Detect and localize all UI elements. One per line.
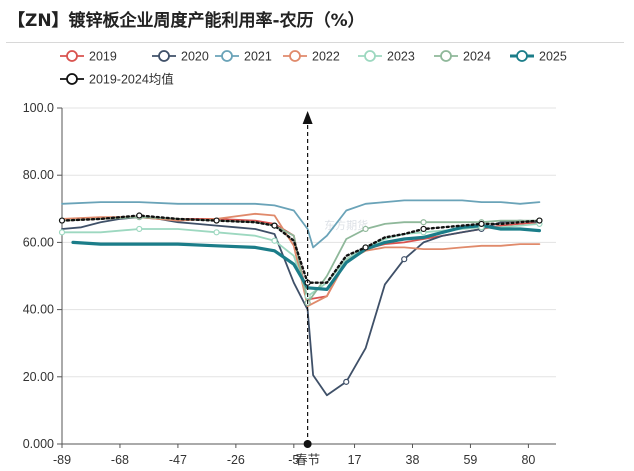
legend-label: 2019 [89,50,117,64]
y-tick-label: 40.00 [23,303,54,317]
data-point [401,256,408,263]
data-point [420,219,427,226]
x-tick-label: 17 [348,453,362,467]
x-tick-label: -26 [227,453,245,467]
data-point [213,217,220,224]
data-point [420,225,427,233]
festival-marker-dot [303,440,312,448]
grid-lines [62,107,556,378]
x-tick-label: 38 [406,453,420,467]
x-tick-label: -5 [288,453,299,467]
x-tick-label: 59 [463,453,477,467]
legend-swatch-marker [364,50,376,62]
x-tick-label: -47 [169,453,187,467]
y-tick-label: 0.000 [23,437,54,451]
x-tick-label: -68 [111,453,129,467]
data-point [536,217,543,224]
legend-swatch-marker [516,50,528,62]
legend-swatch-marker [66,50,78,62]
y-tick-label: 60.00 [23,235,54,249]
series-line-7 [60,214,541,284]
title-divider [6,42,624,43]
legend-swatch-marker [221,50,233,62]
legend: 2019 2020 2021 2022 2023 2024 2025 2019-2024均值 [60,50,567,87]
data-point [362,225,369,233]
data-point [271,237,278,244]
legend-label: 2024 [463,50,491,64]
x-tick-label: 80 [521,453,535,467]
legend-swatch-marker [289,50,301,62]
legend-label: 2019-2024均值 [89,72,174,87]
data-point [343,378,350,385]
series-line-2 [61,199,541,249]
festival-marker-arrow [302,111,313,124]
watermark-layer: 东方期货 [324,218,368,232]
data-point [213,229,220,236]
data-point [136,212,143,219]
data-point [362,244,369,251]
legend-swatch-marker [158,50,170,62]
legend-label: 2020 [181,50,209,64]
y-tick-label: 20.00 [23,370,54,384]
data-point [58,217,66,224]
legend-label: 2021 [244,50,272,64]
chart-title: 【ZN】镀锌板企业周度产能利用率-农历（%） [8,11,365,31]
series-layer [58,199,543,397]
festival-marker-label: 春节 [295,453,320,467]
legend-label: 2023 [387,50,415,64]
series-line-6 [71,224,542,291]
watermark-text: 东方期货 [324,218,368,232]
data-point [136,225,143,233]
x-tick-label: -89 [53,453,71,467]
data-point [58,229,66,236]
legend-swatch-marker [440,50,452,62]
data-point [478,220,485,228]
y-tick-label: 80.00 [23,168,54,182]
legend-label: 2025 [539,50,567,64]
y-tick-label: 100.0 [23,101,54,115]
festival-marker-layer: 春节 [295,111,320,467]
series-line-4 [61,222,541,298]
axes: 0.000 20.00 40.00 60.00 80.00 100.0 -89 -68 -47 -… [23,101,556,467]
legend-label: 2022 [312,50,340,64]
legend-swatch-marker [66,73,78,85]
data-point [271,222,278,229]
